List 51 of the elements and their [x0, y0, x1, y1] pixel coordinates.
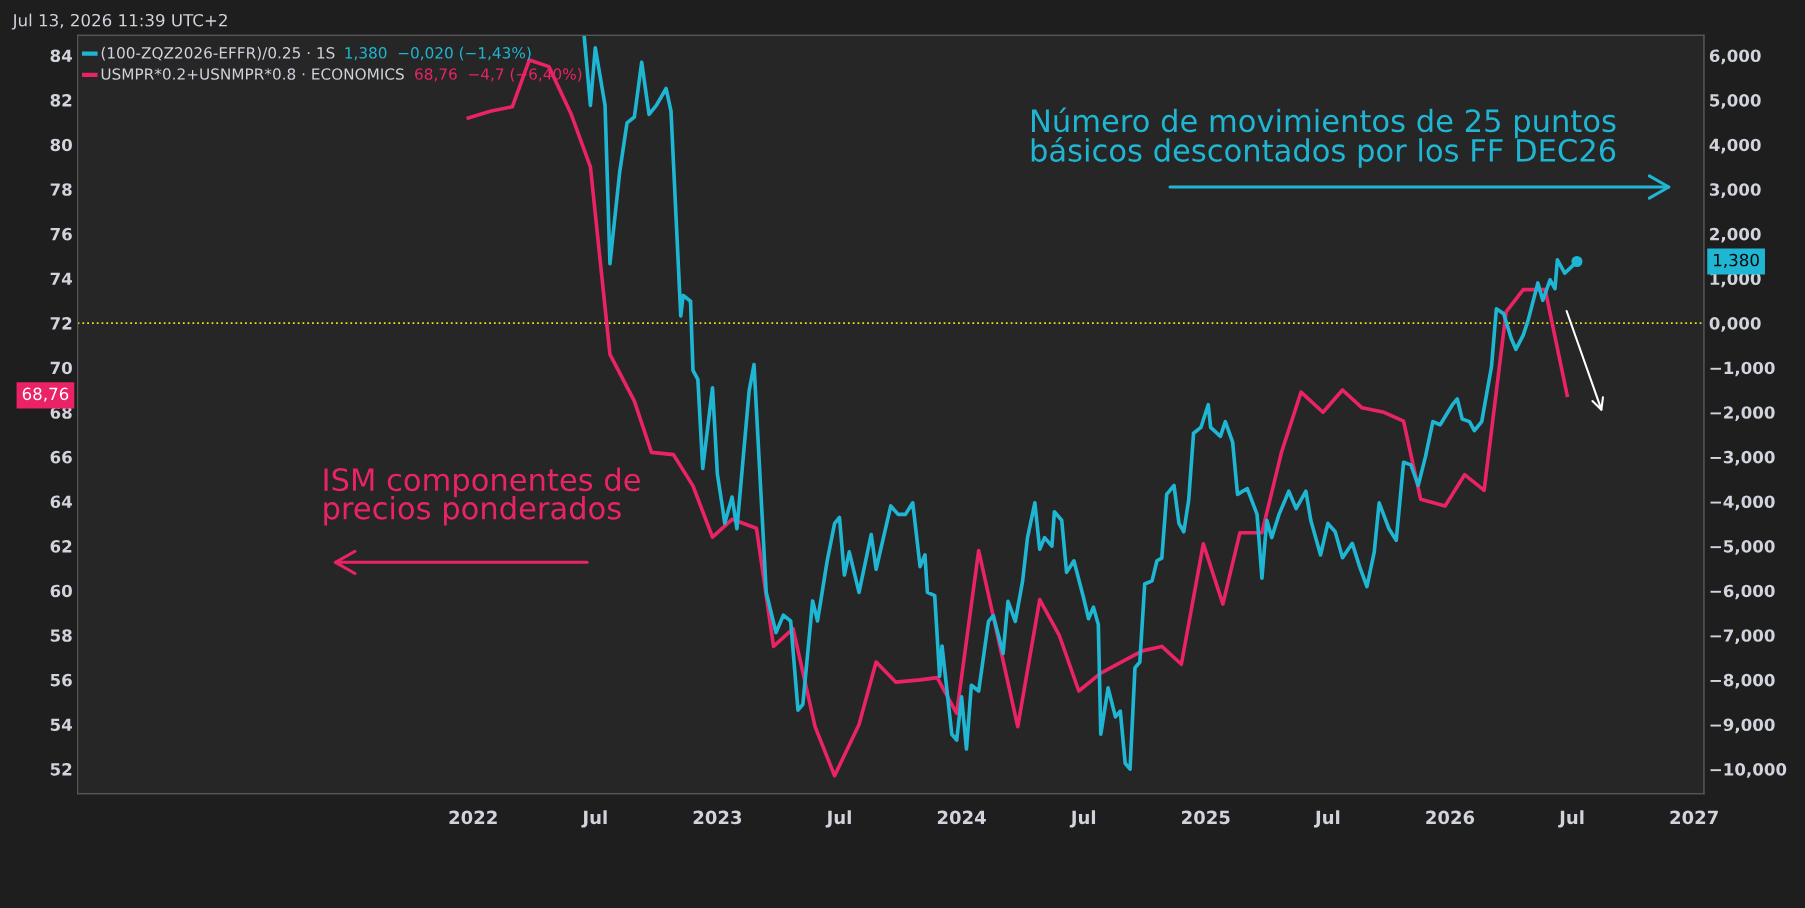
text: 68,76: [22, 387, 69, 402]
y2-tick-label: 0,000: [1709, 317, 1761, 332]
y-tick-label: 76: [50, 227, 72, 241]
legend-label: USMPR*0.2+USNMPR*0.8 · ECONOMICS: [101, 68, 404, 80]
y-tick-label: 54: [50, 718, 72, 732]
y2-tick-label: −5,000: [1710, 540, 1775, 555]
x-tick-label: Jul: [1069, 810, 1096, 828]
y-tick-label: 74: [50, 272, 72, 285]
y-tick-label: 60: [50, 584, 72, 598]
y2-tick-label: 5,000: [1710, 94, 1761, 109]
x-tick-label: 2027: [1670, 810, 1718, 825]
x-tick-label: 2026: [1426, 810, 1475, 825]
x-tick-label: 2023: [693, 810, 742, 825]
y-tick-label: 70: [50, 361, 72, 375]
y2-tick-label: 4,000: [1709, 138, 1761, 154]
y-tick-label: 64: [50, 495, 72, 509]
y2-tick-label: −4,000: [1710, 495, 1775, 511]
y2-tick-label: 3,000: [1709, 183, 1761, 198]
y-tick-label: 56: [50, 673, 72, 687]
text: 1,380: [1714, 253, 1759, 269]
y2-tick-label: −6,000: [1710, 584, 1775, 600]
chart-title: Jul 13, 2026 11:39 UTC+2: [11, 13, 227, 30]
y2-tick-label: −1,000: [1710, 361, 1775, 377]
y2-tick-label: −3,000: [1710, 450, 1775, 466]
x-tick-label: 2025: [1182, 810, 1230, 825]
y2-tick-label: −7,000: [1710, 629, 1775, 644]
y2-tick-label: 2,000: [1710, 227, 1761, 243]
x-tick-label: Jul: [825, 810, 851, 828]
legend-label: (100-ZQZ2026-EFFR)/0.25 · 1S: [101, 46, 335, 61]
x-tick-label: Jul: [581, 810, 607, 828]
y-tick-label: 52: [50, 763, 72, 776]
y-tick-label: 72: [50, 317, 72, 330]
x-tick-label: 2022: [449, 810, 497, 825]
y-tick-label: 80: [50, 138, 72, 152]
y2-tick-label: −10,000: [1710, 763, 1787, 778]
y2-tick-label: −2,000: [1710, 406, 1775, 421]
y2-tick-label: −9,000: [1710, 718, 1775, 734]
y-tick-label: 58: [50, 629, 72, 642]
y2-tick-label: −8,000: [1710, 673, 1775, 689]
x-tick-label: Jul: [1313, 810, 1340, 828]
annotation: Número de movimientos de 25 puntos básicos descontados por los FF DEC26: [1031, 107, 1616, 168]
y-tick-label: 62: [50, 540, 72, 553]
y-tick-label: 84: [50, 49, 72, 63]
x-tick-label: 2024: [937, 810, 986, 825]
y-tick-label: 82: [50, 94, 72, 107]
x-tick-label: Jul: [1558, 810, 1584, 828]
annotation: ISM componentes de precios ponderados: [324, 467, 640, 526]
y-tick-label: 78: [50, 183, 72, 196]
y2-tick-label: 6,000: [1709, 49, 1761, 65]
y-tick-label: 66: [50, 450, 72, 464]
annotation: 1,380 −0,020 (−1,43%): [345, 46, 531, 61]
